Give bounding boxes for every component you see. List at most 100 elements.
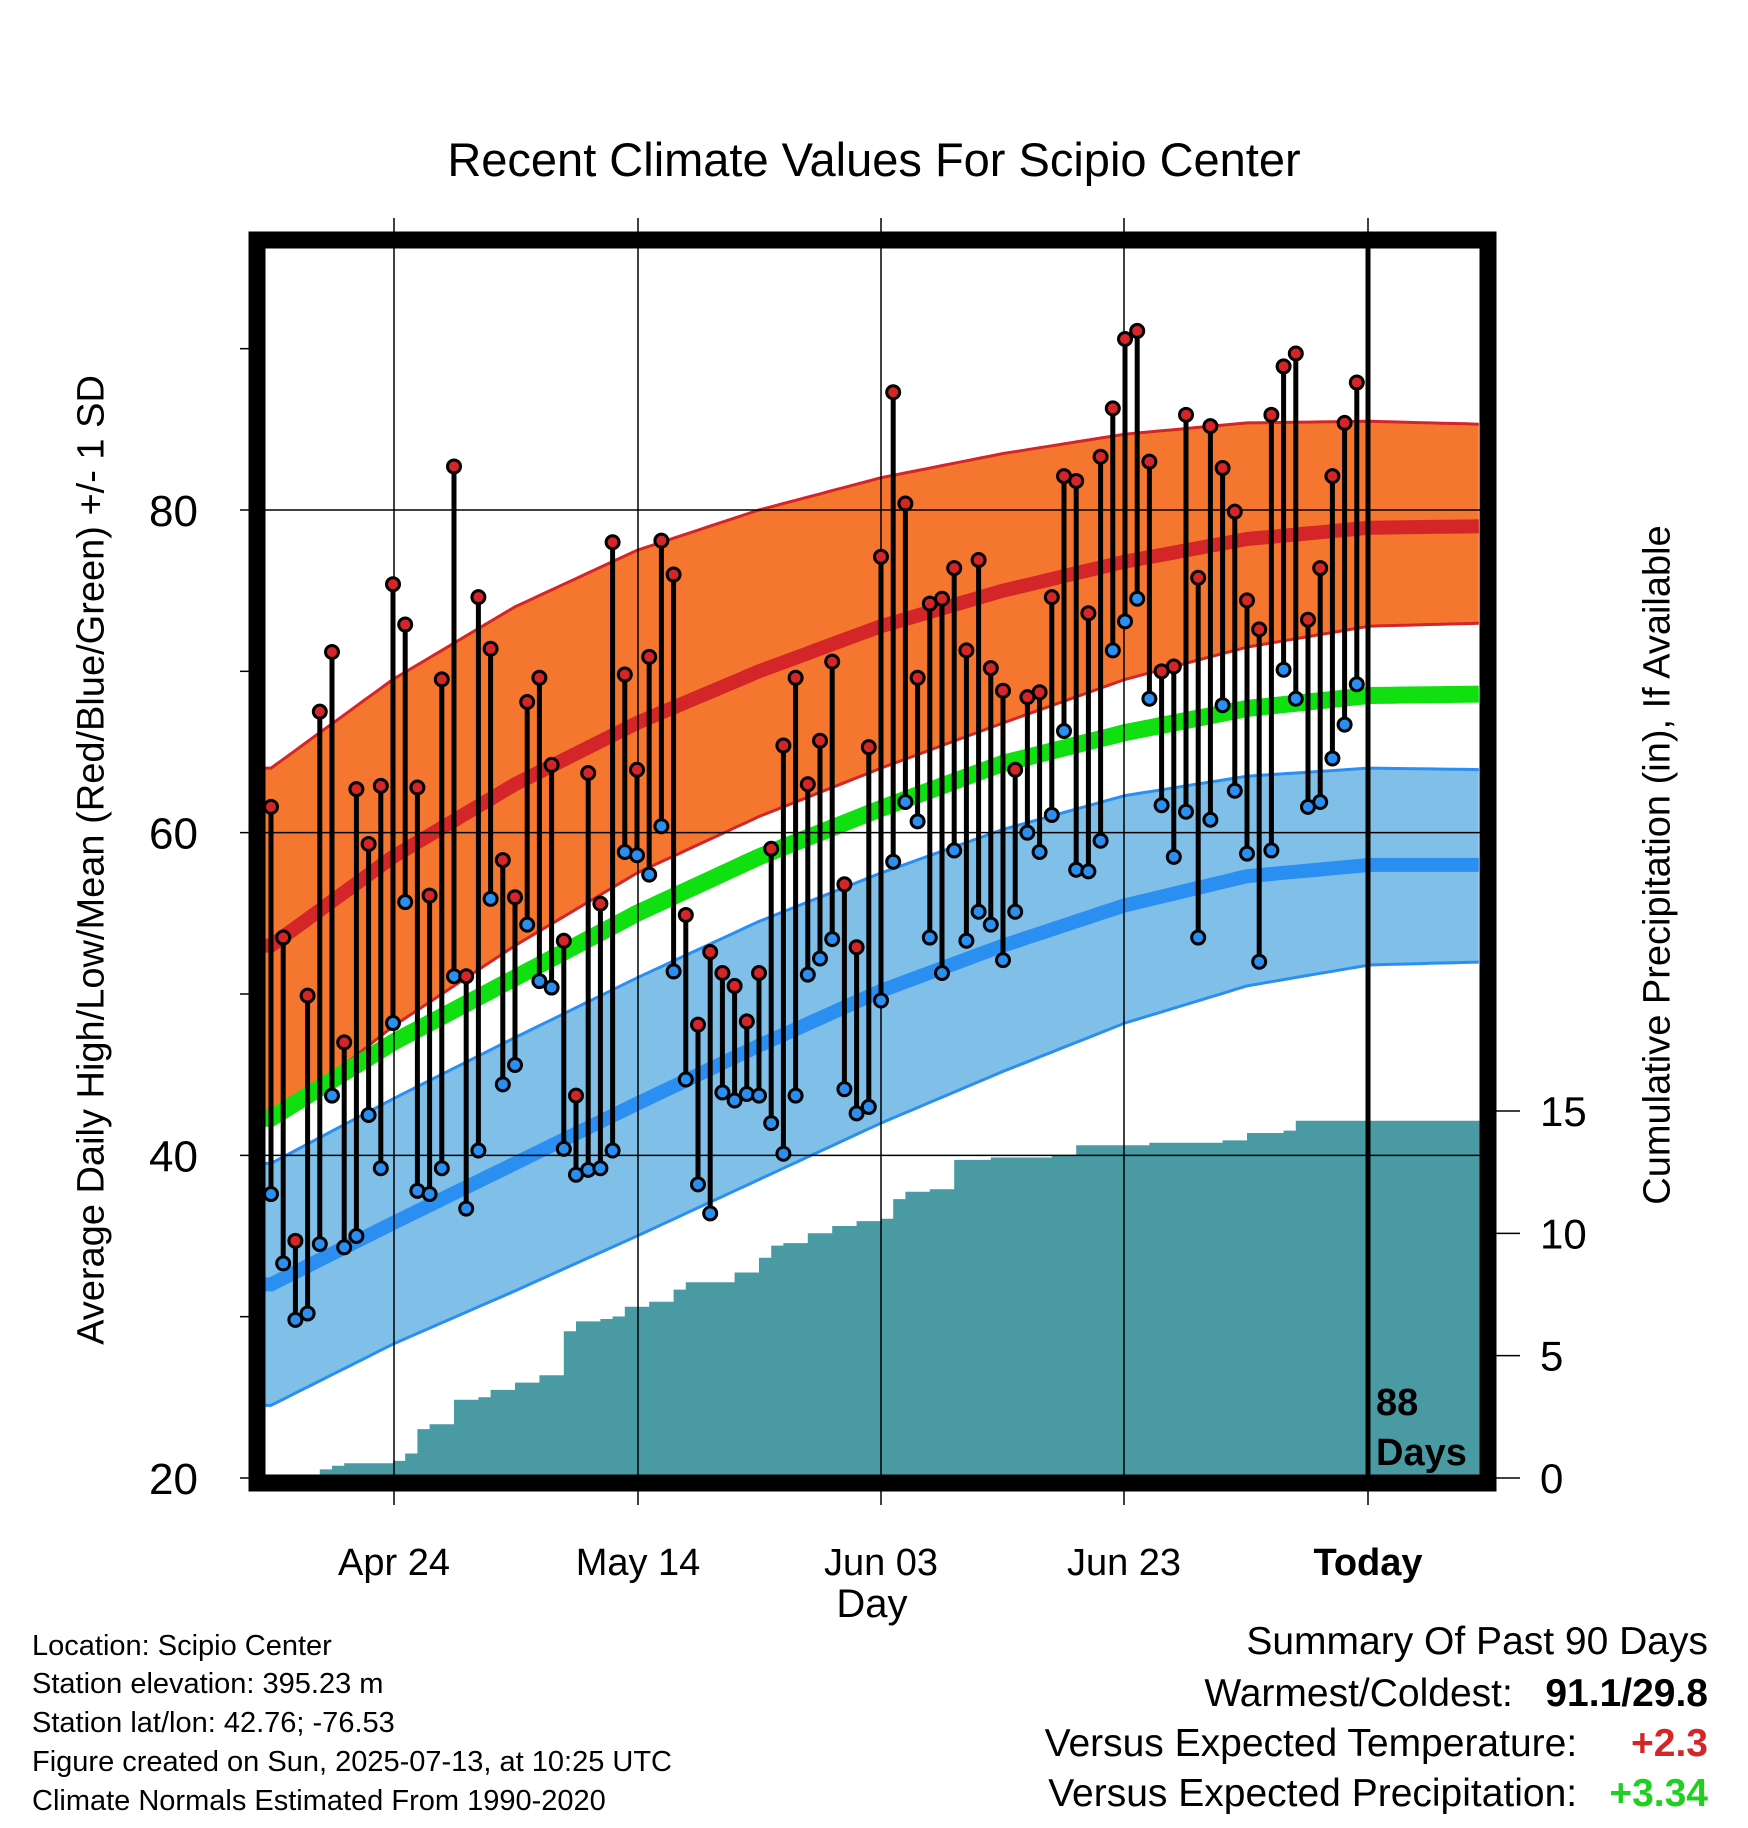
- y2-tick-label: 15: [1540, 1088, 1587, 1135]
- daily-high-point: [470, 589, 487, 606]
- daily-high-point: [702, 944, 719, 961]
- daily-low-point: [970, 903, 987, 920]
- y-tick-label: 60: [149, 810, 198, 859]
- daily-high-point: [982, 660, 999, 677]
- daily-low-point: [360, 1107, 377, 1123]
- daily-high-point: [1300, 611, 1316, 628]
- daily-low-point: [519, 916, 536, 933]
- chart-title: Recent Climate Values For Scipio Center: [447, 133, 1301, 186]
- daily-high-point: [507, 889, 523, 906]
- daily-low-point: [385, 1015, 401, 1032]
- summary-precip: Versus Expected Precipitation: +3.34: [1048, 1772, 1708, 1816]
- daily-high-point: [1348, 374, 1365, 391]
- daily-high-point: [799, 776, 816, 793]
- daily-high-point: [263, 798, 279, 815]
- x-tick-label: Jun 03: [824, 1542, 938, 1584]
- y2-tick-label: 0: [1540, 1455, 1563, 1502]
- daily-low-point: [1165, 848, 1182, 865]
- summary-warmest: Warmest/Coldest: 91.1/29.8: [1204, 1672, 1708, 1716]
- daily-low-point: [604, 1142, 621, 1159]
- daily-high-point: [1251, 621, 1268, 638]
- x-tick-label: May 14: [576, 1542, 701, 1584]
- daily-low-point: [836, 1081, 853, 1098]
- daily-high-point: [848, 939, 865, 956]
- daily-high-point: [616, 666, 633, 683]
- daily-high-point: [836, 876, 853, 893]
- daily-high-point: [299, 987, 316, 1004]
- high-normal-line: [262, 519, 1479, 953]
- plot-area: [262, 419, 1482, 1478]
- precip-value: +3.34: [1609, 1772, 1708, 1815]
- daily-low-point: [1056, 723, 1072, 740]
- daily-high-point: [873, 548, 889, 565]
- daily-low-point: [934, 965, 950, 982]
- plot-frame: [248, 231, 1497, 1492]
- daily-high-point: [970, 552, 987, 569]
- precip-label: Versus Expected Precipitation:: [1048, 1772, 1578, 1815]
- daily-high-point: [677, 906, 694, 923]
- daily-low-point: [311, 1236, 328, 1253]
- daily-high-point: [824, 653, 841, 670]
- daily-low-point: [1178, 803, 1194, 820]
- daily-high-point: [336, 1034, 353, 1051]
- daily-low-point: [1312, 794, 1329, 811]
- daily-high-point: [1092, 448, 1109, 465]
- daily-high-point: [433, 671, 450, 688]
- daily-low-point: [1214, 697, 1231, 714]
- daily-high-point: [665, 566, 682, 583]
- daily-high-point: [531, 669, 548, 686]
- daily-high-point: [1226, 503, 1243, 520]
- daily-low-point: [921, 929, 938, 946]
- y-tick-label: 80: [149, 487, 198, 536]
- daily-low-point: [287, 1311, 304, 1328]
- daily-low-point: [885, 853, 902, 870]
- daily-high-point: [409, 779, 426, 796]
- daily-low-point: [690, 1176, 706, 1193]
- daily-high-point: [324, 643, 340, 660]
- daily-high-point: [1324, 468, 1341, 485]
- daily-low-point: [1141, 690, 1158, 707]
- daily-high-point: [860, 739, 877, 756]
- daily-high-point: [714, 965, 731, 982]
- daily-low-point: [336, 1239, 353, 1256]
- daily-low-point: [531, 973, 548, 990]
- daily-low-point: [995, 952, 1011, 969]
- info-location: Location: Scipio Center: [32, 1630, 332, 1662]
- daily-high-point: [1165, 658, 1182, 675]
- daily-high-point: [275, 929, 292, 946]
- days-label: 88: [1376, 1382, 1418, 1424]
- daily-high-point: [1080, 605, 1097, 622]
- daily-high-point: [995, 682, 1011, 699]
- daily-high-point: [1117, 330, 1133, 347]
- daily-low-point: [1324, 750, 1341, 767]
- y2-tick-label: 10: [1540, 1210, 1587, 1257]
- daily-low-point: [665, 963, 682, 980]
- daily-low-point: [348, 1228, 365, 1244]
- temp-label: Versus Expected Temperature:: [1044, 1722, 1578, 1765]
- daily-high-point: [958, 642, 975, 659]
- daily-low-point: [1019, 824, 1036, 841]
- daily-low-point: [397, 894, 414, 911]
- y2-tick-label: 5: [1540, 1333, 1563, 1380]
- daily-high-point: [738, 1013, 755, 1030]
- daily-high-point: [1007, 761, 1024, 778]
- daily-high-point: [372, 777, 389, 794]
- daily-high-point: [751, 965, 767, 982]
- daily-high-point: [568, 1087, 584, 1104]
- daily-low-point: [799, 966, 816, 983]
- daily-low-point: [1190, 929, 1207, 946]
- daily-high-point: [1336, 414, 1353, 431]
- daily-high-point: [787, 669, 804, 686]
- daily-high-point: [1031, 684, 1048, 701]
- info-elevation: Station elevation: 395.23 m: [32, 1668, 384, 1700]
- daily-low-point: [1117, 613, 1133, 630]
- daily-low-point: [787, 1087, 804, 1104]
- daily-low-point: [824, 931, 841, 948]
- daily-low-point: [873, 992, 889, 1009]
- precip-area: [271, 1120, 1482, 1478]
- daily-high-point: [482, 640, 499, 657]
- daily-high-point: [885, 384, 902, 401]
- info-latlon: Station lat/lon: 42.76; -76.53: [32, 1707, 395, 1739]
- daily-low-point: [555, 1140, 572, 1157]
- daily-low-point: [1153, 797, 1170, 814]
